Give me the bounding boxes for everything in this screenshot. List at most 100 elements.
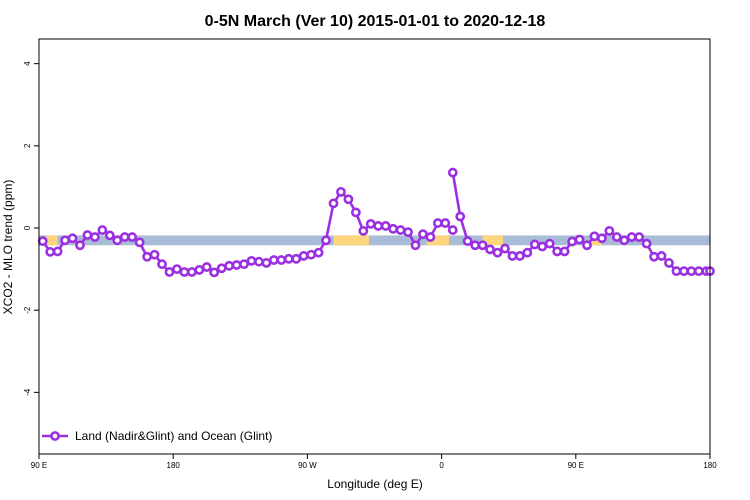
data-point: [254, 256, 264, 267]
data-point: [626, 232, 637, 242]
data-point: [134, 237, 145, 248]
data-point: [373, 221, 384, 231]
x-axis-label: Longitude (deg E): [327, 477, 422, 491]
x-tick-label: 90 W: [298, 461, 317, 470]
data-point: [582, 240, 592, 251]
data-point: [671, 266, 682, 277]
data-point: [574, 234, 585, 245]
data-point: [164, 267, 175, 277]
data-point: [440, 218, 451, 228]
data-point: [104, 230, 115, 241]
data-point: [82, 230, 93, 240]
y-tick-label: 0: [23, 225, 32, 230]
data-point: [447, 225, 458, 235]
data-point: [60, 235, 70, 246]
data-point: [492, 247, 503, 258]
data-point: [365, 219, 376, 229]
data-point: [380, 221, 391, 231]
series-layer: [37, 167, 715, 278]
data-point: [649, 251, 659, 262]
data-point: [358, 225, 369, 236]
data-point: [388, 223, 399, 234]
data-point: [343, 194, 354, 205]
x-tick-label: 0: [439, 461, 444, 470]
data-point: [37, 236, 48, 247]
land-band-segment: [482, 235, 504, 246]
data-point: [336, 186, 346, 197]
x-tick-label: 180: [703, 461, 717, 470]
x-tick-label: 180: [167, 461, 181, 470]
data-point: [604, 225, 615, 236]
x-axis: 90 E 180 90 W 0 90 E 180: [31, 454, 717, 470]
series-line: [451, 172, 710, 273]
y-axis: -4 -2 0 2 4: [23, 61, 39, 396]
data-point: [634, 232, 645, 242]
data-point: [97, 225, 108, 235]
data-point: [52, 246, 63, 257]
data-point: [462, 236, 473, 247]
y-axis-label: XCO2 - MLO trend (ppm): [1, 180, 15, 315]
data-point: [90, 232, 100, 242]
x-tick-label: 90 E: [31, 461, 47, 470]
data-point: [119, 232, 130, 242]
data-point: [350, 207, 361, 218]
data-point: [418, 229, 428, 240]
data-point: [67, 233, 78, 244]
data-point: [559, 246, 570, 257]
data-point: [485, 244, 495, 255]
data-point: [142, 251, 153, 262]
data-point: [455, 211, 466, 222]
data-point: [641, 238, 652, 249]
data-point: [127, 232, 138, 242]
data-point: [216, 263, 227, 274]
data-point: [693, 266, 704, 277]
data-point: [231, 260, 242, 270]
ocean-band: [39, 235, 710, 246]
data-point: [514, 251, 525, 261]
data-point: [179, 267, 190, 277]
data-point: [306, 249, 317, 260]
data-point: [544, 238, 555, 249]
data-point: [224, 260, 235, 271]
data-point: [112, 235, 123, 246]
data-point: [75, 240, 85, 251]
data-point: [313, 247, 324, 258]
data-point: [470, 240, 481, 251]
data-point: [246, 255, 257, 266]
legend-marker: [50, 431, 60, 441]
data-point: [172, 264, 182, 274]
data-point: [567, 236, 577, 247]
data-point: [619, 235, 630, 246]
y-tick-label: -4: [23, 388, 32, 396]
data-point: [447, 167, 458, 178]
plot-frame: [38, 38, 711, 455]
data-point: [194, 265, 205, 275]
data-point: [283, 253, 294, 264]
land-band-segment: [333, 235, 369, 246]
y-tick-label: -2: [23, 306, 32, 314]
data-point: [664, 258, 674, 268]
data-point: [186, 267, 197, 277]
data-point: [291, 253, 302, 264]
chart-title: 0-5N March (Ver 10) 2015-01-01 to 2020-1…: [205, 13, 546, 30]
data-point: [611, 232, 622, 242]
data-point: [201, 262, 212, 272]
data-point: [321, 235, 331, 246]
data-point: [395, 225, 406, 235]
data-point: [410, 240, 421, 251]
data-point: [157, 259, 167, 270]
data-point: [529, 239, 540, 250]
data-point: [656, 251, 667, 261]
data-point: [261, 258, 272, 268]
data-point: [596, 233, 607, 244]
y-tick-label: 4: [23, 61, 32, 66]
data-point: [209, 267, 220, 278]
data-point: [589, 231, 600, 242]
legend-label: Land (Nadir&Glint) and Ocean (Glint): [75, 429, 272, 443]
land-band-segment: [426, 235, 450, 246]
x-tick-label: 90 E: [568, 461, 584, 470]
data-point: [268, 255, 279, 265]
data-point: [239, 259, 249, 270]
data-point: [552, 246, 563, 257]
